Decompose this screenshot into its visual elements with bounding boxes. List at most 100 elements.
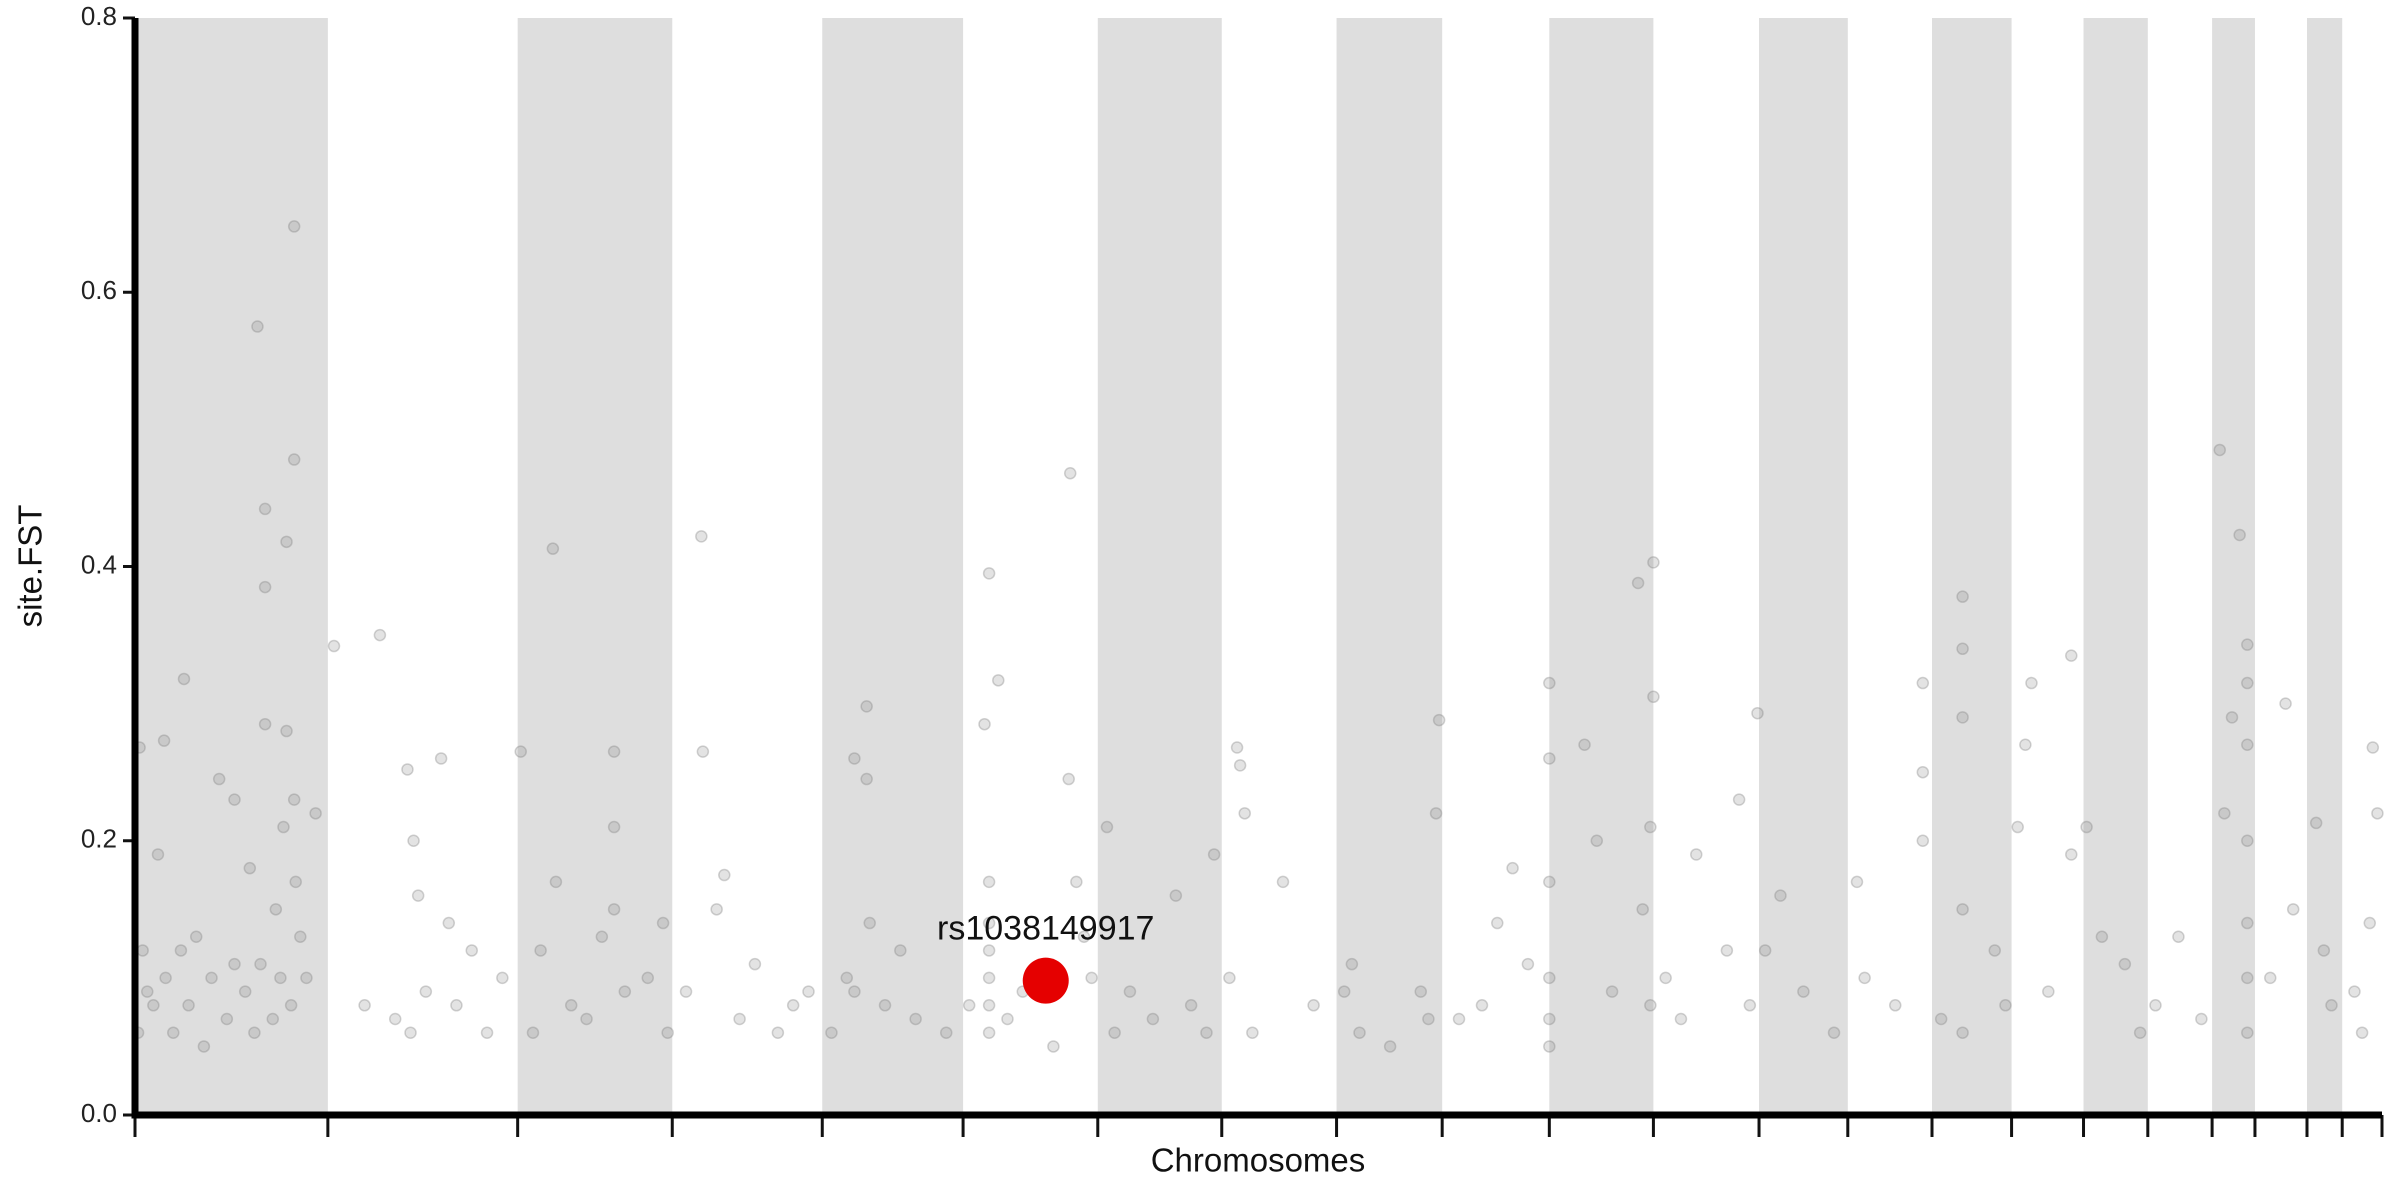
data-point bbox=[1345, 957, 1359, 971]
data-point bbox=[962, 999, 976, 1012]
data-point bbox=[2133, 1026, 2147, 1039]
data-point bbox=[2118, 957, 2132, 971]
data-point bbox=[1720, 944, 1734, 957]
data-point bbox=[1916, 765, 1930, 779]
data-point bbox=[595, 930, 609, 943]
data-point bbox=[1659, 971, 1672, 985]
data-point bbox=[1543, 752, 1556, 765]
data-point bbox=[2218, 807, 2231, 820]
data-point bbox=[174, 944, 188, 957]
data-point bbox=[2241, 834, 2254, 847]
data-point bbox=[894, 944, 907, 957]
chromosome-band bbox=[1549, 18, 1654, 1115]
data-point bbox=[1647, 690, 1660, 704]
data-point bbox=[1956, 711, 1969, 724]
data-point bbox=[549, 875, 563, 889]
data-point bbox=[2095, 930, 2109, 943]
highlight-point bbox=[1022, 957, 1069, 1004]
data-point bbox=[220, 1012, 234, 1026]
data-point bbox=[1452, 1012, 1466, 1026]
data-point bbox=[327, 639, 341, 653]
data-point bbox=[411, 889, 425, 902]
highlight-label: rs1038149917 bbox=[937, 910, 1154, 948]
data-point bbox=[157, 734, 171, 747]
data-point bbox=[982, 875, 996, 889]
data-point bbox=[939, 1026, 953, 1039]
data-point bbox=[1070, 875, 1083, 889]
data-point bbox=[238, 985, 252, 998]
data-point bbox=[1001, 1012, 1014, 1026]
data-point bbox=[1422, 1012, 1435, 1026]
data-point bbox=[982, 567, 996, 580]
data-point bbox=[294, 930, 307, 943]
data-point bbox=[269, 903, 283, 916]
data-point bbox=[710, 903, 723, 916]
data-point bbox=[982, 944, 996, 957]
data-point bbox=[254, 957, 267, 971]
data-point bbox=[878, 999, 892, 1012]
data-point bbox=[1337, 985, 1351, 998]
data-point bbox=[243, 861, 257, 875]
chromosome-band bbox=[1931, 18, 2012, 1115]
data-point bbox=[1774, 889, 1787, 902]
data-point bbox=[1916, 676, 1930, 690]
data-point bbox=[212, 772, 226, 786]
data-point bbox=[1590, 834, 1604, 847]
chromosome-band bbox=[822, 18, 964, 1115]
chromosome-band bbox=[517, 18, 673, 1115]
data-point bbox=[1827, 1026, 1841, 1039]
data-point bbox=[1233, 759, 1247, 772]
data-point bbox=[1751, 706, 1764, 720]
data-point bbox=[863, 916, 876, 930]
data-point bbox=[1916, 834, 1930, 847]
data-point bbox=[2011, 820, 2024, 834]
data-point bbox=[2080, 820, 2093, 834]
data-point bbox=[136, 944, 149, 957]
data-point bbox=[978, 717, 991, 731]
y-tick-label: 0.6 bbox=[81, 275, 117, 305]
data-point bbox=[358, 999, 371, 1012]
data-point bbox=[280, 535, 293, 549]
data-point bbox=[1644, 820, 1657, 834]
chromosome-band bbox=[2083, 18, 2148, 1115]
chromosome-band bbox=[2306, 18, 2343, 1115]
data-point bbox=[2172, 930, 2185, 943]
data-point bbox=[2241, 738, 2254, 752]
data-point bbox=[1605, 985, 1619, 998]
data-point bbox=[1383, 1040, 1397, 1053]
data-point bbox=[274, 971, 287, 985]
data-point bbox=[287, 453, 301, 466]
data-point bbox=[450, 999, 463, 1012]
data-point bbox=[695, 530, 708, 543]
data-point bbox=[496, 971, 509, 985]
data-point bbox=[480, 1026, 494, 1039]
data-point bbox=[2241, 916, 2254, 930]
data-point bbox=[1543, 1040, 1556, 1053]
data-point bbox=[1238, 807, 1251, 820]
data-point bbox=[2279, 697, 2292, 710]
data-point bbox=[1631, 576, 1645, 590]
data-point bbox=[982, 999, 996, 1012]
data-point bbox=[1858, 971, 1871, 985]
data-point bbox=[258, 580, 272, 594]
data-point bbox=[1578, 738, 1591, 752]
data-point bbox=[2241, 1026, 2254, 1039]
data-point bbox=[840, 971, 854, 985]
data-point bbox=[2348, 985, 2361, 998]
data-point bbox=[982, 1026, 996, 1039]
data-point bbox=[1307, 999, 1320, 1012]
data-point bbox=[1889, 999, 1902, 1012]
data-point bbox=[580, 1012, 593, 1026]
data-point bbox=[1732, 793, 1746, 806]
data-point bbox=[177, 672, 191, 686]
data-point bbox=[284, 999, 298, 1012]
data-point bbox=[197, 1040, 211, 1053]
data-point bbox=[656, 916, 670, 930]
data-point bbox=[2233, 528, 2246, 542]
data-point bbox=[718, 868, 731, 882]
data-point bbox=[1934, 1012, 1948, 1026]
data-point bbox=[825, 1026, 838, 1039]
data-point bbox=[802, 985, 815, 998]
data-point bbox=[189, 930, 203, 943]
data-point bbox=[2286, 903, 2300, 916]
